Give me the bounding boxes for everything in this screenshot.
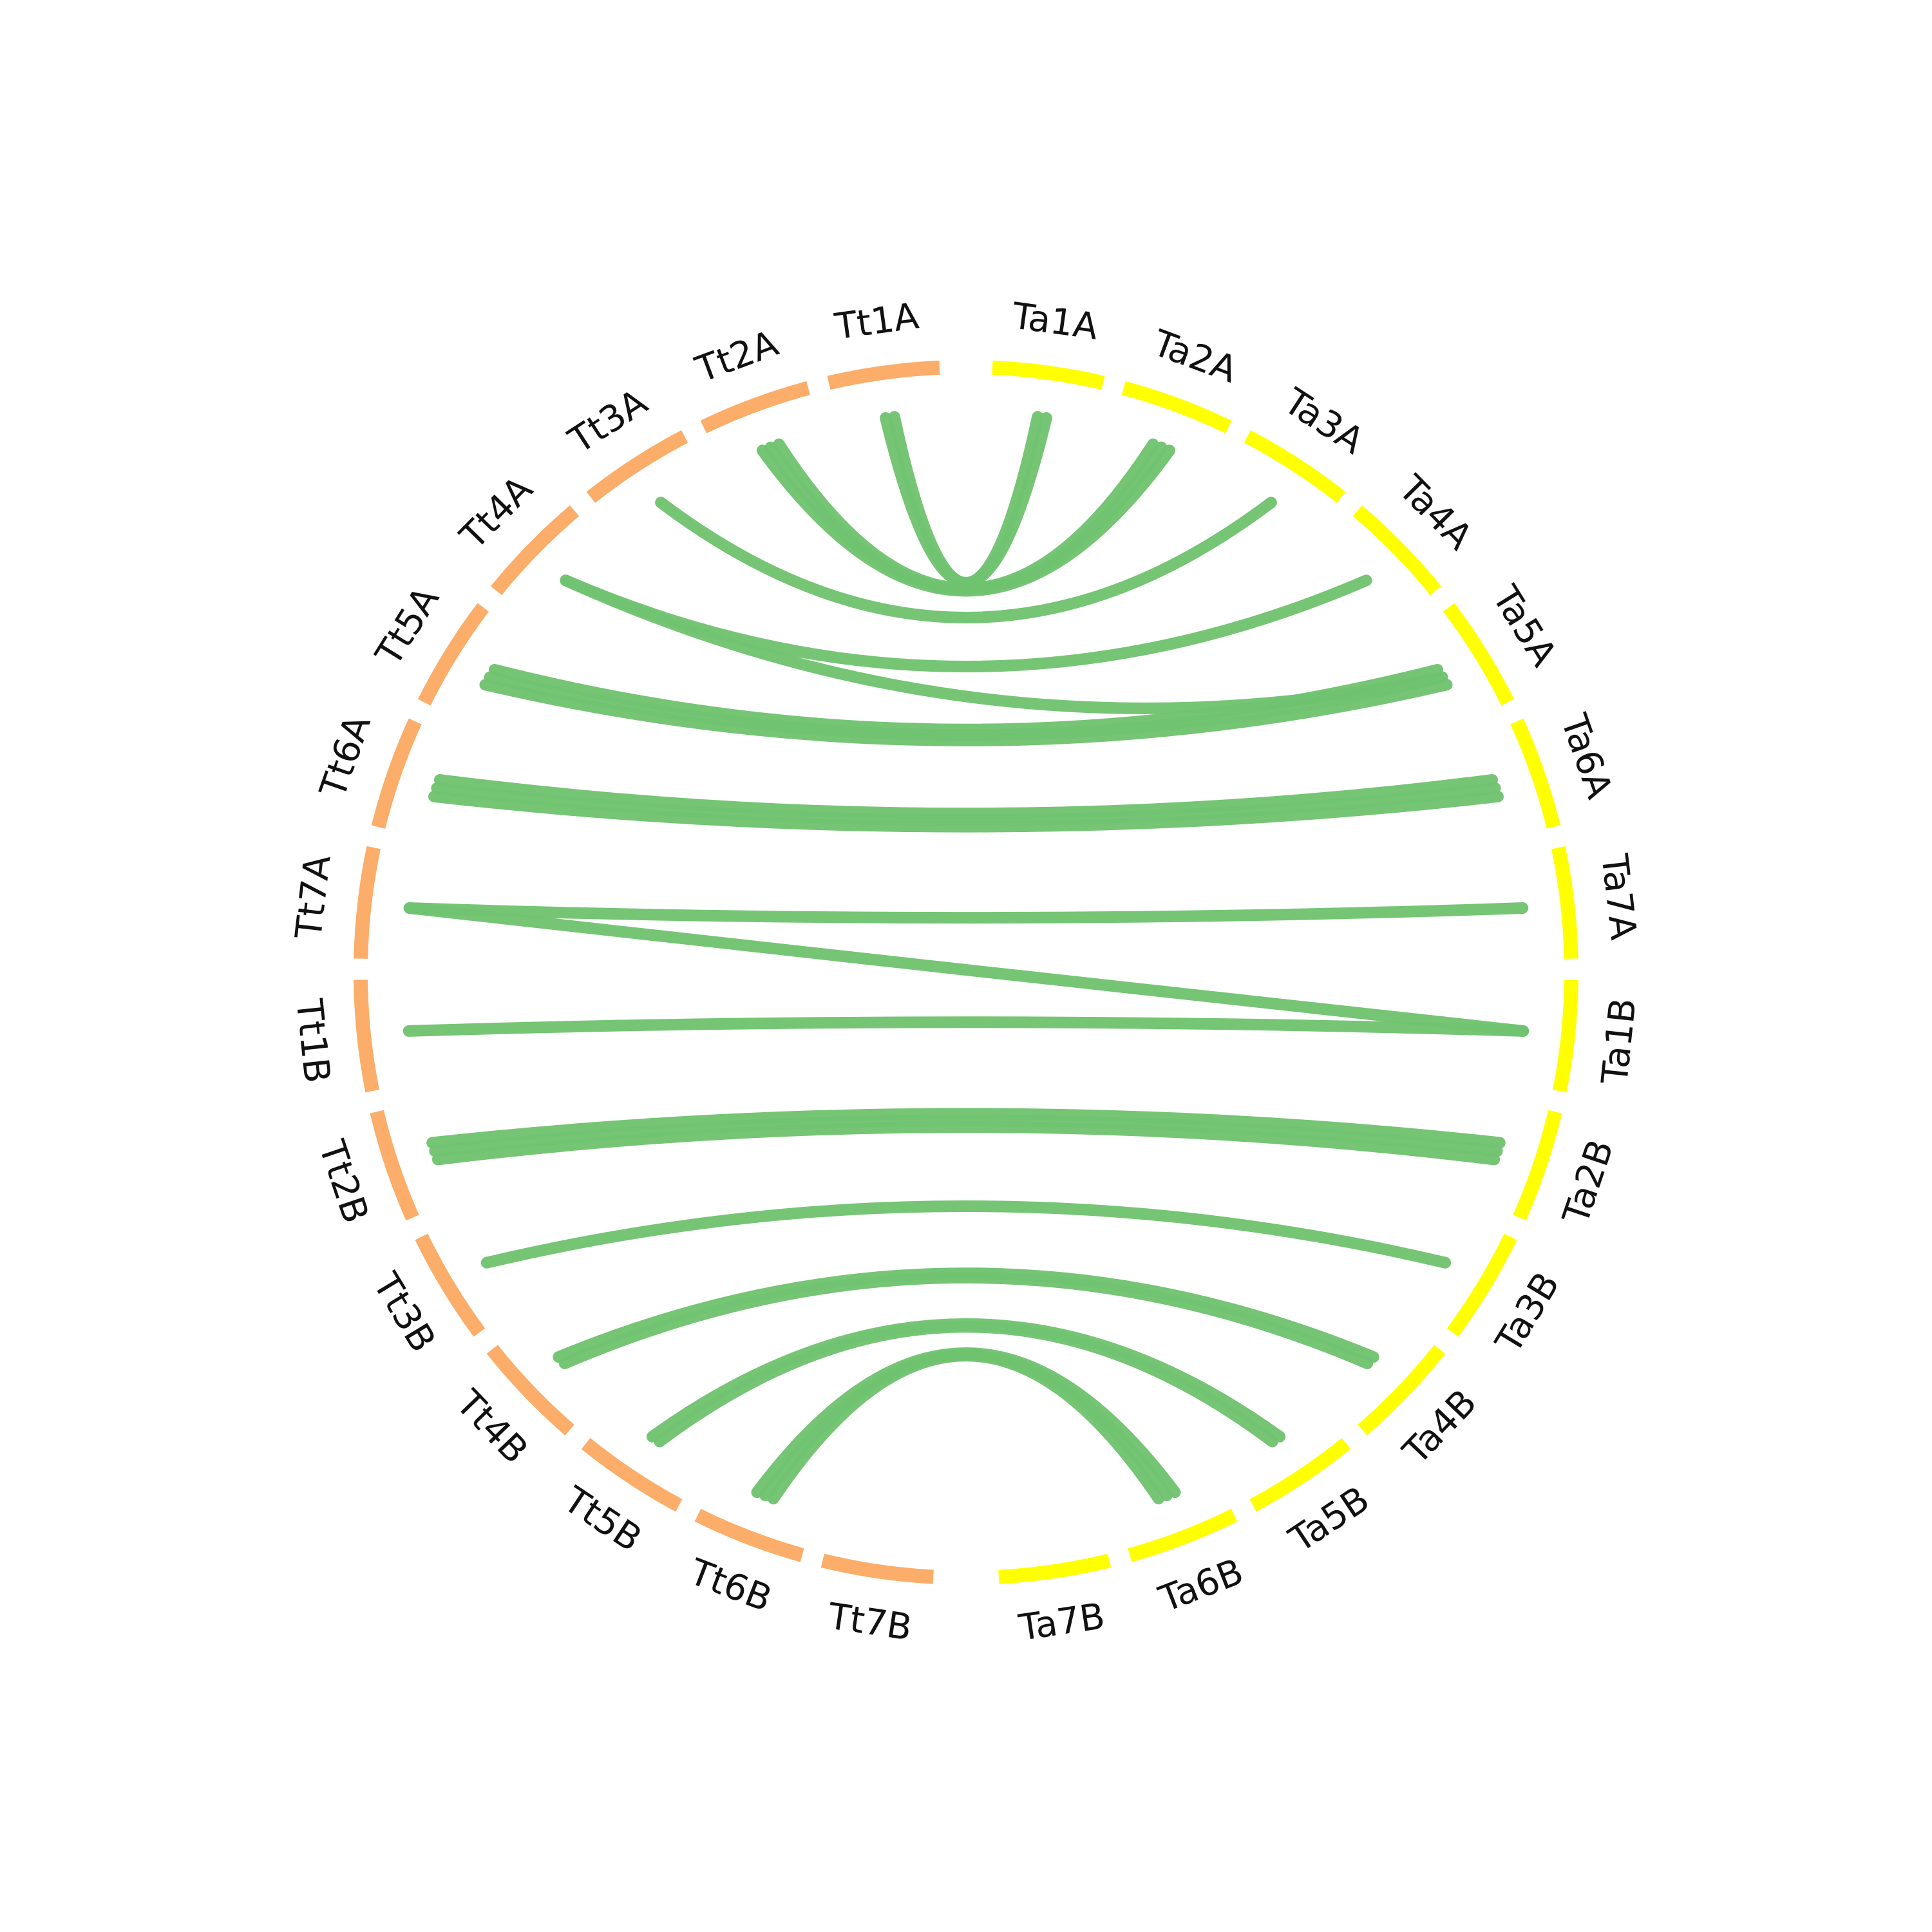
link-tt4b-ta4b-2 — [553, 1267, 1379, 1363]
link-tt6b-ta6b-3 — [751, 1347, 1181, 1499]
chromosome-label-ta2a: Ta2A — [1147, 322, 1242, 392]
chromosome-segment-ta6a — [1510, 718, 1561, 829]
chromosome-label-ta6b: Ta6B — [1153, 1551, 1249, 1621]
chromosome-label-tt4b: Tt4B — [448, 1382, 536, 1472]
chromosome-label-tt2a: Tt2A — [690, 323, 784, 392]
chromosome-label-ta3a: Ta3A — [1276, 380, 1371, 462]
chromosome-segment-tt2b — [370, 1110, 419, 1221]
chromosome-segment-tt6b — [694, 1508, 804, 1562]
link-tt6a-ta6a-2 — [431, 782, 1501, 826]
chromosome-label-ta1b: Ta1B — [1594, 996, 1645, 1086]
chromosome-segment-tt7b — [820, 1553, 934, 1584]
chromosome-label-ta7a: Ta7A — [1593, 851, 1644, 942]
chromosome-label-tt6b: Tt6B — [683, 1551, 777, 1620]
chromosome-segment-ta4a — [1352, 505, 1442, 596]
chromosome-label-tt2b: Tt2B — [310, 1135, 376, 1228]
chromosome-segment-tt1b — [354, 980, 380, 1093]
link-tt6a-ta6a-3 — [433, 774, 1499, 820]
chromosome-label-ta6a: Ta6A — [1552, 708, 1620, 804]
chromosome-label-ta7b: Ta7B — [1016, 1595, 1107, 1649]
link-tt5a-ta5a-3 — [488, 663, 1444, 735]
link-tt5b-ta5b-1 — [654, 1321, 1278, 1448]
chromosome-label-tt5a: Tt5A — [368, 580, 448, 674]
link-tt7a-ta1b-1 — [403, 902, 1530, 1037]
chromosome-segment-ta7a — [1551, 846, 1578, 959]
chromosome-label-ta5a: Ta5A — [1484, 578, 1565, 674]
chromosome-segment-ta5b — [1249, 1437, 1351, 1512]
chromosome-label-ta2b: Ta2B — [1555, 1135, 1622, 1230]
chromosome-label-ta5b: Ta5B — [1282, 1479, 1377, 1561]
link-tt1b-ta1b-1 — [402, 1016, 1530, 1037]
link-tt2a-ta2a-3 — [773, 438, 1159, 594]
chromosome-segment-ta7b — [998, 1553, 1112, 1584]
link-tt2b-ta2b-1 — [431, 1121, 1501, 1166]
link-tt6a-ta6a-1 — [428, 790, 1504, 833]
chromosome-label-tt7a: Tt7A — [288, 853, 339, 942]
chromosome-segment-ta3a — [1244, 430, 1346, 503]
chromosome-ring — [354, 360, 1578, 1584]
chromosome-segment-tt1a — [827, 360, 940, 390]
chromosome-segment-tt7a — [354, 846, 381, 959]
chromosome-segment-tt4b — [486, 1345, 574, 1435]
chromosome-label-tt7b: Tt7B — [825, 1595, 914, 1649]
chromosome-segment-ta3b — [1446, 1233, 1517, 1337]
link-tt3a-ta3a-1 — [655, 497, 1277, 623]
chromosome-label-tt3b: Tt3B — [364, 1265, 444, 1359]
chromosome-segment-ta2a — [1122, 381, 1232, 433]
chromosome-label-tt1a: Tt1A — [832, 295, 922, 348]
chromosome-segment-ta1a — [992, 360, 1105, 390]
chromosome-label-ta3b: Ta3B — [1488, 1265, 1568, 1361]
chromosome-segment-ta4b — [1358, 1345, 1446, 1435]
chromosome-label-tt5b: Tt5B — [555, 1479, 649, 1560]
chromosome-segment-ta2b — [1513, 1110, 1562, 1221]
link-tt1a-ta1a-2 — [888, 411, 1044, 589]
link-tt6b-ta6b-1 — [768, 1350, 1164, 1505]
link-tt2b-ta2b-2 — [429, 1114, 1503, 1157]
chromosome-segment-tt5a — [417, 603, 489, 706]
link-tt5b-ta5b-2 — [646, 1318, 1286, 1443]
synteny-links — [402, 411, 1530, 1505]
link-tt3b-ta3b-1 — [480, 1200, 1452, 1269]
chromosome-segment-tt5b — [581, 1437, 683, 1512]
chromosome-label-ta1a: Ta1A — [1009, 295, 1101, 348]
chromosome-label-tt6a: Tt6A — [312, 710, 379, 803]
chromosome-segment-tt3a — [586, 430, 688, 503]
chromosome-segment-tt6a — [371, 718, 422, 829]
link-tt7a-ta7a-1 — [403, 902, 1529, 924]
chromosome-label-tt1b: Tt1B — [287, 996, 337, 1084]
chromosome-segment-ta5a — [1443, 603, 1515, 706]
chromosome-segment-tt2a — [700, 381, 810, 433]
chromosome-segment-tt3b — [415, 1233, 486, 1337]
chromosome-segment-tt4a — [490, 505, 580, 596]
chromosome-segment-ta6b — [1128, 1508, 1238, 1562]
chromosome-label-tt3a: Tt3A — [561, 381, 654, 462]
chromosome-label-tt4a: Tt4A — [452, 468, 541, 558]
link-tt2b-ta2b-3 — [426, 1108, 1506, 1149]
link-tt6b-ta6b-2 — [759, 1349, 1173, 1502]
chromosome-segment-ta1b — [1552, 980, 1578, 1093]
